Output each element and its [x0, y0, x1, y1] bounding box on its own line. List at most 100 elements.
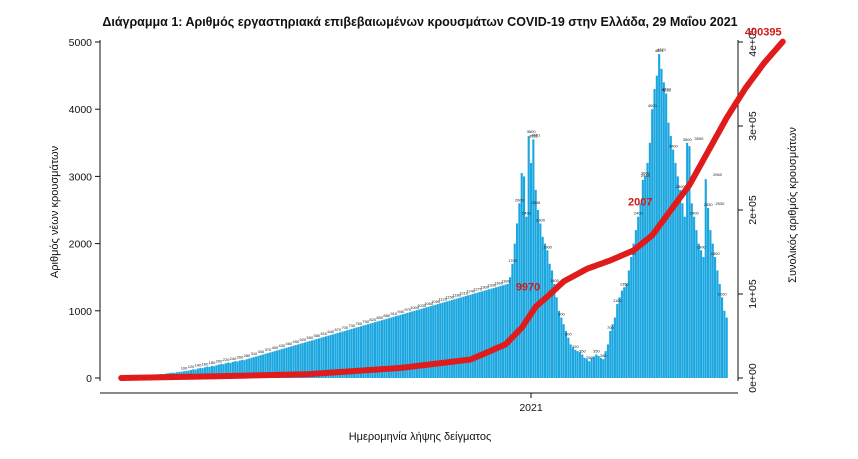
- bar: [362, 325, 365, 378]
- bar: [527, 136, 530, 378]
- bar: [250, 357, 253, 378]
- bar: [418, 309, 421, 378]
- bar: [345, 330, 349, 378]
- bar-value-label: 730: [348, 323, 355, 328]
- bar-value-label: 4000: [648, 103, 658, 108]
- bar: [222, 364, 225, 378]
- bar-value-label: 1360: [494, 281, 504, 286]
- x-axis-title: Ημερομηνία λήψης δείγματος: [349, 431, 492, 443]
- bar: [516, 223, 519, 378]
- bar: [406, 312, 409, 378]
- bar-series: [120, 54, 728, 378]
- bar: [364, 324, 367, 378]
- bar-peak-label: 4821: [657, 47, 667, 52]
- bar: [192, 369, 195, 378]
- bar: [709, 230, 712, 378]
- bar: [495, 287, 498, 378]
- bar: [371, 322, 374, 378]
- bar: [415, 310, 418, 378]
- bar-peak-label: 2948: [641, 173, 651, 178]
- left-y-tick-label: 3000: [69, 171, 93, 183]
- line-annotations: 400395 2007 9970: [516, 27, 782, 294]
- bar: [441, 302, 444, 378]
- bar: [329, 334, 332, 378]
- bar: [536, 210, 540, 378]
- bar-value-label: 370: [265, 347, 272, 352]
- bar: [439, 303, 442, 378]
- bar: [697, 243, 700, 378]
- bar: [224, 363, 227, 378]
- bar: [413, 310, 416, 378]
- bar: [297, 344, 300, 378]
- bar: [557, 310, 561, 378]
- bar: [304, 342, 307, 378]
- bar: [453, 299, 456, 378]
- bar: [217, 364, 220, 378]
- bar: [308, 341, 311, 378]
- bar: [723, 310, 726, 378]
- chart-title: Διάγραμμα 1: Αριθμός εργαστηριακά επιβεβ…: [102, 15, 737, 29]
- bar: [532, 139, 535, 378]
- bar-value-label: 420: [572, 344, 579, 349]
- bar: [707, 207, 710, 378]
- bar: [525, 216, 528, 378]
- bar-value-label: 1210: [459, 291, 469, 296]
- bar: [341, 331, 344, 378]
- bar: [238, 360, 241, 378]
- bar: [488, 289, 491, 378]
- bar: [383, 319, 386, 378]
- bar-value-label: 2400: [690, 211, 700, 216]
- bar: [446, 301, 449, 378]
- bar: [630, 257, 633, 378]
- left-y-tick-label: 2000: [69, 239, 93, 251]
- bar-value-label: 2800: [676, 184, 686, 189]
- bar: [392, 316, 395, 378]
- bar-value-label: 3500: [683, 137, 693, 142]
- bar: [679, 189, 682, 378]
- bar: [541, 236, 544, 378]
- bar-value-label: 250: [586, 355, 593, 360]
- bar: [602, 359, 605, 378]
- bar-value-label: 3400: [669, 144, 679, 149]
- bar: [502, 285, 505, 378]
- bar: [716, 270, 719, 378]
- bar: [443, 302, 446, 378]
- bar: [280, 349, 283, 378]
- bar: [693, 216, 696, 378]
- bar-value-label: 1400: [550, 278, 560, 283]
- bar-value-label: 3551: [529, 133, 539, 138]
- bar: [599, 357, 602, 378]
- bar: [471, 294, 474, 378]
- bar: [311, 340, 314, 378]
- line-annotation: 2007: [628, 196, 652, 208]
- bar-peak-label: 2548: [531, 200, 541, 205]
- bar-value-label: 700: [607, 325, 614, 330]
- bar: [511, 263, 514, 378]
- bar: [229, 362, 232, 378]
- bar-value-label: 1060: [424, 301, 434, 306]
- bar: [581, 354, 584, 378]
- bar-value-label: 1270: [473, 287, 483, 292]
- bar: [357, 326, 360, 378]
- bar: [213, 366, 216, 378]
- bar: [637, 216, 640, 378]
- bar: [646, 162, 649, 378]
- bar: [327, 335, 330, 378]
- bar: [450, 300, 453, 378]
- bar: [199, 367, 202, 378]
- bar-value-label: 310: [251, 351, 258, 356]
- bar-value-label: 180: [209, 360, 216, 365]
- bar-value-label: 1150: [445, 295, 454, 300]
- bar: [455, 298, 458, 378]
- bar-value-label: 700: [341, 325, 348, 330]
- bar: [583, 357, 586, 378]
- bar: [704, 179, 707, 378]
- bar-value-label: 140: [195, 363, 202, 368]
- bar: [231, 361, 234, 378]
- bar: [390, 317, 393, 378]
- bar: [672, 149, 675, 378]
- bar-peak-label: 3500: [694, 136, 704, 141]
- bar: [721, 297, 724, 378]
- bar: [278, 349, 281, 378]
- bar-value-label: 520: [300, 337, 307, 342]
